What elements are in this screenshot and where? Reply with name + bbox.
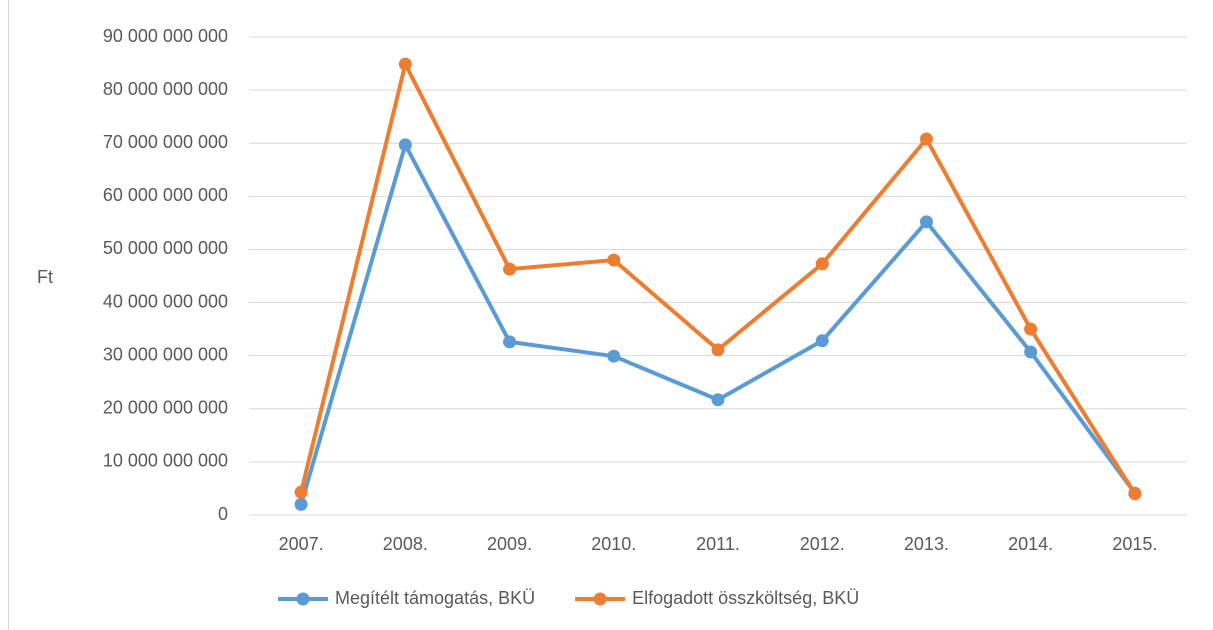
- x-tick-label: 2013.: [904, 534, 949, 554]
- y-tick-label: 40 000 000 000: [103, 291, 228, 311]
- data-point: [294, 485, 308, 499]
- data-point: [711, 393, 725, 407]
- y-tick-label: 90 000 000 000: [103, 26, 228, 46]
- y-axis-label: Ft: [37, 267, 53, 287]
- legend-marker: [593, 592, 607, 606]
- y-tick-label: 20 000 000 000: [103, 398, 228, 418]
- x-tick-label: 2014.: [1008, 534, 1053, 554]
- data-point: [815, 334, 829, 348]
- y-tick-label: 10 000 000 000: [103, 451, 228, 471]
- legend-label: Elfogadott összköltség, BKÜ: [632, 588, 859, 608]
- data-point: [503, 262, 517, 276]
- x-tick-label: 2010.: [591, 534, 636, 554]
- x-tick-label: 2012.: [800, 534, 845, 554]
- y-tick-label: 0: [218, 504, 228, 524]
- chart-border: [8, 0, 9, 630]
- data-point: [607, 253, 621, 267]
- x-tick-label: 2009.: [487, 534, 532, 554]
- series-line: [299, 62, 1137, 495]
- y-tick-label: 70 000 000 000: [103, 132, 228, 152]
- y-tick-label: 80 000 000 000: [103, 79, 228, 99]
- x-tick-label: 2007.: [279, 534, 324, 554]
- data-point: [607, 349, 621, 363]
- x-tick-label: 2011.: [696, 534, 740, 554]
- data-point: [919, 132, 933, 146]
- data-point: [1024, 345, 1038, 359]
- data-point: [711, 343, 725, 357]
- data-point: [1128, 487, 1142, 501]
- legend-label: Megítélt támogatás, BKÜ: [335, 588, 535, 608]
- y-tick-label: 50 000 000 000: [103, 238, 228, 258]
- data-point: [398, 57, 412, 71]
- data-point: [919, 215, 933, 229]
- data-point: [398, 138, 412, 152]
- x-tick-label: 2015.: [1112, 534, 1157, 554]
- y-tick-label: 30 000 000 000: [103, 344, 228, 364]
- y-tick-label: 60 000 000 000: [103, 185, 228, 205]
- x-tick-label: 2008.: [383, 534, 428, 554]
- data-point: [503, 335, 517, 349]
- legend-marker: [296, 592, 310, 606]
- data-point: [1024, 322, 1038, 336]
- series-line: [299, 142, 1137, 505]
- data-point: [294, 497, 308, 511]
- data-point: [815, 257, 829, 271]
